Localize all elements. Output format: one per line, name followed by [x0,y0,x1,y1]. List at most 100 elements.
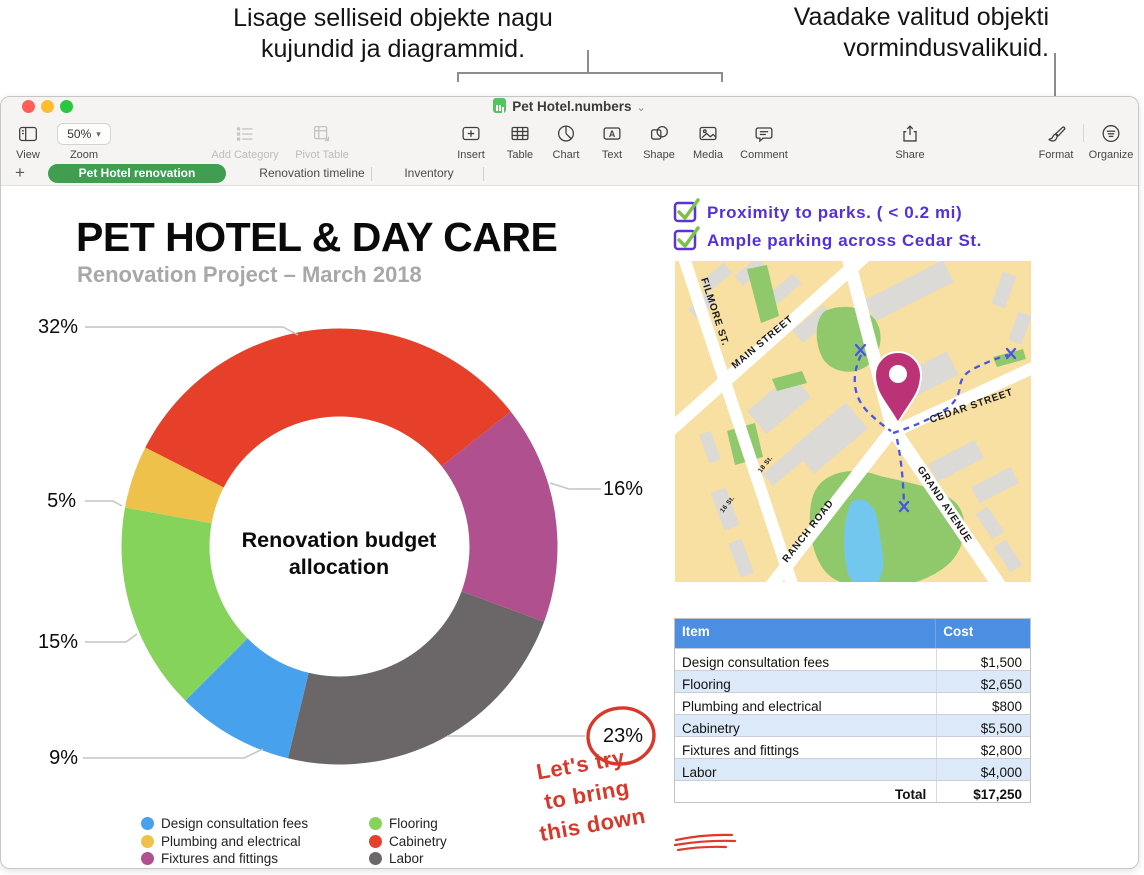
chart-label-23: 23% [603,725,644,747]
view-icon [1,121,68,147]
table-cell-cost[interactable]: $800 [936,693,1030,714]
map-location-pin-icon [873,351,923,425]
table-row[interactable]: Flooring $2,650 [675,670,1030,692]
add-sheet-button[interactable]: + [15,163,25,182]
table-row[interactable]: Plumbing and electrical $800 [675,692,1030,714]
sheet-title[interactable]: PET HOTEL & DAY CARE [76,214,558,260]
sheet-subtitle[interactable]: Renovation Project – March 2018 [77,262,422,287]
format-brush-icon [1016,121,1096,147]
toolbar-divider [1083,124,1084,142]
table-cell-item[interactable]: Cabinetry [682,721,740,736]
legend-item: Flooring [369,815,447,833]
table-button[interactable]: Table [480,121,560,161]
chart-button[interactable]: Chart [526,121,606,161]
format-button[interactable]: Format [1016,121,1096,161]
numbers-app-window: Pet Hotel.numbers ⌄ View 50% ▾ Zoom Add Ca… [0,96,1139,869]
legend-label: Labor [389,851,424,867]
table-cell-item[interactable]: Labor [682,765,717,780]
table-header-item[interactable]: Item [675,619,937,648]
donut-segment-labor[interactable] [287,591,545,765]
chart-label-9: 9% [49,747,78,769]
add-category-button: Add Category [205,121,285,161]
map-route-dashed [853,353,1009,504]
table-row[interactable]: Design consultation fees $1,500 [675,648,1030,670]
document-title[interactable]: Pet Hotel.numbers ⌄ [1,98,1138,114]
media-button[interactable]: Media [668,121,748,161]
map-streets [675,261,1031,582]
cost-table[interactable]: Item Cost Design consultation fees $1,500… [674,618,1031,803]
tab-renovation-timeline[interactable]: Renovation timeline [259,166,365,180]
table-total-label[interactable]: Total [895,787,927,802]
table-cell-cost[interactable]: $2,650 [936,671,1030,692]
title-chevron-icon[interactable]: ⌄ [636,102,646,114]
svg-text:A: A [609,129,616,139]
share-button[interactable]: Share [870,121,950,161]
titlebar: Pet Hotel.numbers ⌄ [1,97,1138,119]
table-cell-item[interactable]: Plumbing and electrical [682,699,822,714]
table-cell-item[interactable]: Flooring [682,677,731,692]
table-cell-item[interactable]: Design consultation fees [682,655,830,670]
table-header-cost[interactable]: Cost [943,624,974,639]
legend-color-dot [141,852,154,866]
neighborhood-map[interactable]: FILMORE ST. MAIN STREET CEDAR STREET GRA… [675,261,1031,582]
chart-label-5: 5% [47,490,76,512]
table-icon [480,121,560,147]
chart-label-15: 15% [37,631,78,653]
view-button[interactable]: View [1,121,68,161]
donut-segment-plumbing-and-electrical[interactable] [125,447,224,524]
donut-chart[interactable] [119,326,560,767]
map-pond [844,499,884,582]
callout-line: Vaadake valitud objekti [793,3,1049,31]
tab-inventory[interactable]: Inventory [404,166,454,180]
organize-icon [1071,121,1138,147]
text-icon: A [572,121,652,147]
legend-color-dot [369,834,382,848]
numbers-doc-icon [493,98,507,113]
tab-separator [483,167,484,181]
table-cell-cost[interactable]: $2,800 [936,737,1030,758]
media-icon [668,121,748,147]
zoom-value-button[interactable]: 50% ▾ [57,123,111,145]
map-route-x-marks [854,343,1017,513]
table-total-value[interactable]: $17,250 [936,781,1030,802]
fullscreen-window-button[interactable] [60,100,73,113]
legend-label: Flooring [389,816,438,832]
minimize-window-button[interactable] [41,100,54,113]
legend-item: Fixtures and fittings [141,850,308,868]
table-cell-cost[interactable]: $1,500 [936,649,1030,670]
donut-segment-cabinetry[interactable] [145,328,511,488]
checklist-item-parking: Ample parking across Cedar St. [707,231,982,250]
comment-button[interactable]: Comment [724,121,804,161]
insert-button[interactable]: Insert [431,121,511,161]
table-cell-cost[interactable]: $5,500 [936,715,1030,736]
comment-icon [724,121,804,147]
table-row[interactable]: Labor $4,000 [675,758,1030,780]
chart-center-title: Renovation budget allocation [241,528,437,579]
table-cell-item[interactable]: Fixtures and fittings [682,743,800,758]
legend-label: Fixtures and fittings [161,851,279,867]
callout-line: vormindusvalikuid. [843,34,1049,62]
table-row[interactable]: Fixtures and fittings $2,800 [675,736,1030,758]
donut-segment-fixtures-and-fittings[interactable] [441,411,558,622]
table-cell-cost[interactable]: $4,000 [936,759,1030,780]
legend-color-dot [141,834,154,848]
table-row[interactable]: Cabinetry $5,500 [675,714,1030,736]
text-button[interactable]: A Text [572,121,652,161]
close-window-button[interactable] [22,100,35,113]
pivot-table-button: Pivot Table [282,121,362,161]
legend-color-dot [369,817,382,831]
table-total-row[interactable]: Total $17,250 [675,780,1030,802]
insert-icon [431,121,511,147]
tab-pet-hotel-renovation[interactable]: Pet Hotel renovation [48,164,226,183]
organize-button[interactable]: Organize [1071,121,1138,161]
legend-item: Labor [369,850,447,868]
shape-button[interactable]: Shape [619,121,699,161]
legend-color-dot [369,852,382,866]
sheet-tab-bar: + Pet Hotel renovation Renovation timeli… [1,162,1138,186]
pivot-table-icon [282,121,362,147]
zoom-control[interactable]: 50% ▾ Zoom [44,121,124,161]
donut-segment-flooring[interactable] [121,507,248,701]
table-header-row[interactable]: Item Cost [675,619,1030,648]
donut-segment-design-consultation-fees[interactable] [185,638,309,759]
